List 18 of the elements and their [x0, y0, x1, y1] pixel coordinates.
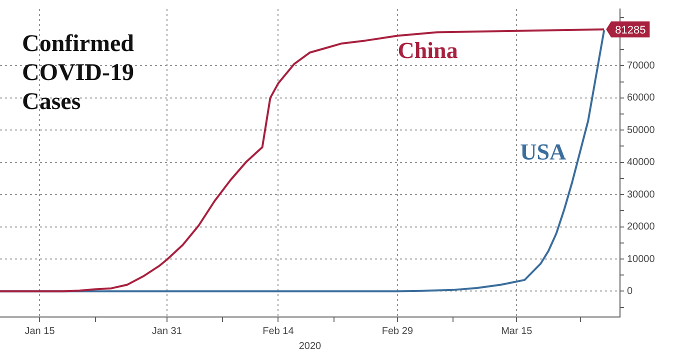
y-tick-label: 60000: [627, 92, 656, 104]
series-label: USA: [520, 140, 567, 165]
x-tick-label: Feb 29: [382, 326, 414, 337]
x-tick-label: Mar 15: [501, 326, 533, 337]
y-tick-label: 10000: [627, 254, 656, 265]
x-tick-label: Jan 31: [152, 326, 182, 337]
text: Confirmed COVID-19 Cases: [22, 30, 135, 117]
x-tick-label: Feb 14: [262, 326, 294, 337]
series-label: China: [398, 38, 458, 64]
x-tick-label: Jan 15: [24, 326, 56, 337]
y-tick-label: 50000: [627, 124, 656, 136]
data-label: 81285: [615, 24, 646, 36]
y-tick-label: 70000: [627, 60, 656, 72]
y-tick-label: 20000: [627, 222, 656, 233]
y-tick-label: 0: [627, 286, 633, 297]
y-tick-label: 40000: [627, 157, 656, 168]
y-tick-label: 30000: [627, 189, 656, 200]
x-axis-title: 2020: [298, 340, 322, 352]
